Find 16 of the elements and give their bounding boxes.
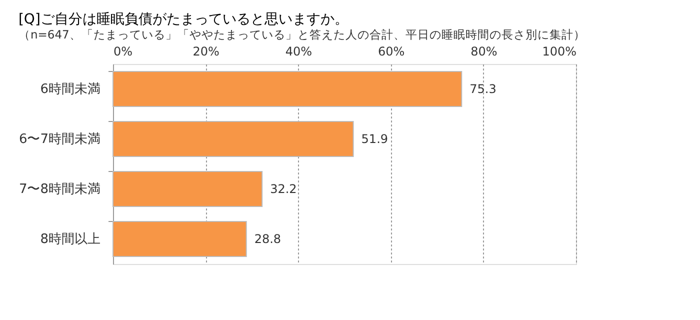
data-label: 75.3 (470, 82, 496, 96)
chart-subtitle: （n=647、「たまっている」「ややたまっている」と答えた人の合計、平日の睡眠時間の長さ別に集計） (18, 28, 586, 42)
x-tick-label: 60% (378, 44, 405, 58)
data-label: 32.2 (270, 182, 297, 196)
y-tick-label: 7〜8時間未満 (18, 182, 100, 197)
x-tick-label: 20% (192, 44, 220, 58)
y-tick-label: 8時間以上 (40, 232, 100, 247)
x-tick-label: 100% (542, 44, 576, 58)
x-tick-label: 40% (285, 44, 312, 58)
x-tick-label: 80% (470, 44, 498, 58)
data-label: 28.8 (254, 232, 282, 246)
x-tick-label: 0% (114, 44, 133, 58)
data-label: 51.9 (361, 132, 388, 146)
chart-title: [Q]ご自分は睡眠負債がたまっていると思いますか。 (18, 12, 348, 28)
y-tick-label: 6〜7時間未満 (18, 132, 100, 147)
y-tick-label: 6時間未満 (40, 82, 100, 97)
